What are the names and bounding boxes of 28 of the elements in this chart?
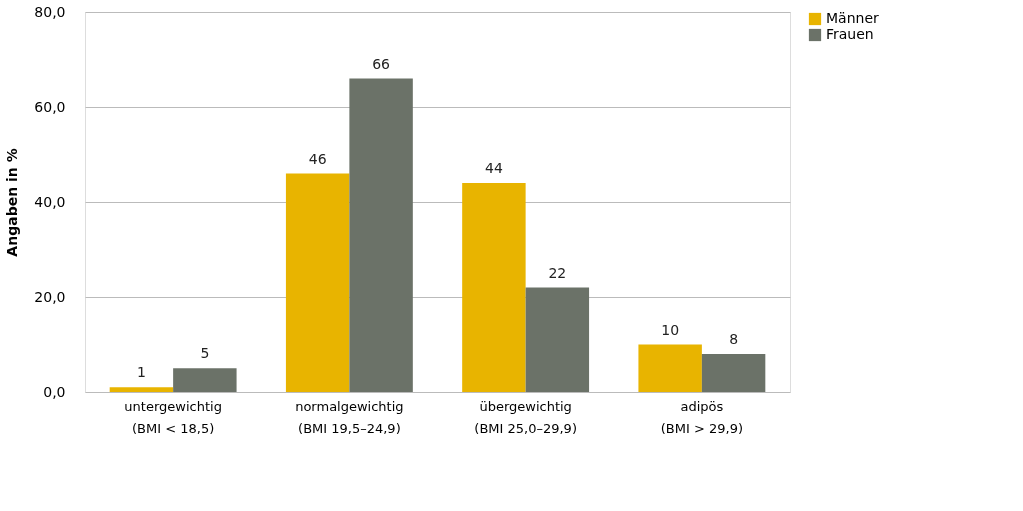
x-tick-label: übergewichtig (BMI 25,0–29,9)	[474, 398, 577, 436]
y-tick-label: 0,0	[43, 383, 66, 400]
y-tick-label: 20,0	[34, 288, 66, 305]
data-label: 8	[729, 331, 739, 347]
y-tick-label: 40,0	[34, 193, 66, 210]
bar	[638, 344, 702, 392]
bar	[701, 354, 766, 392]
x-tick-label: adipös (BMI > 29,9)	[660, 398, 743, 436]
data-label: 1	[136, 364, 146, 381]
legend-label: Männer	[826, 10, 880, 26]
data-label: 44	[484, 160, 503, 176]
x-tick-label: untergewichtig (BMI < 18,5)	[124, 398, 222, 436]
legend-label: Frauen	[826, 26, 874, 42]
data-label: 22	[548, 264, 567, 281]
bar	[109, 387, 174, 392]
data-label: 10	[661, 321, 680, 338]
data-label: 66	[372, 55, 391, 72]
bar	[285, 173, 350, 392]
y-tick-label: 60,0	[34, 98, 66, 115]
data-label: 5	[200, 345, 210, 362]
x-tick-label: normalgewichtig (BMI 19,5–24,9)	[295, 398, 404, 436]
bar	[462, 183, 526, 392]
y-tick-label: 80,0	[34, 3, 66, 20]
bar	[349, 78, 413, 392]
bar	[173, 368, 237, 392]
bar	[525, 287, 590, 392]
data-label: 46	[308, 150, 327, 167]
y-axis-title: Angaben in %	[4, 148, 21, 257]
